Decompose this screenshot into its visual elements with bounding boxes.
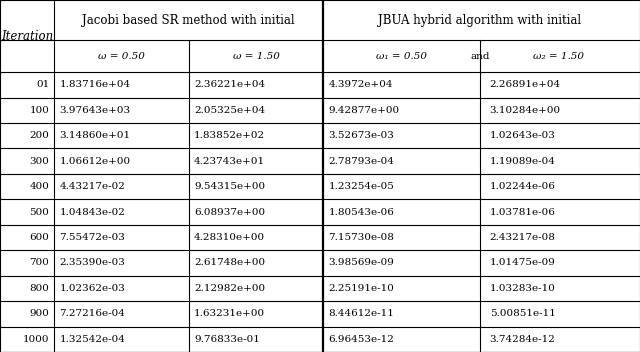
Text: 9.42877e+00: 9.42877e+00 [328, 106, 399, 115]
Text: ω₁ = 0.50: ω₁ = 0.50 [376, 52, 427, 61]
Text: 700: 700 [29, 258, 49, 268]
Text: 7.27216e-04: 7.27216e-04 [60, 309, 125, 318]
Text: Jacobi based SR method with initial: Jacobi based SR method with initial [83, 14, 295, 27]
Text: 800: 800 [29, 284, 49, 293]
Text: 4.23743e+01: 4.23743e+01 [194, 157, 265, 166]
Text: 1.63231e+00: 1.63231e+00 [194, 309, 265, 318]
Text: 7.15730e-08: 7.15730e-08 [328, 233, 394, 242]
Text: 4.43217e-02: 4.43217e-02 [60, 182, 125, 191]
Text: 1.83852e+02: 1.83852e+02 [194, 131, 265, 140]
Text: 500: 500 [29, 208, 49, 216]
Text: 3.98569e-09: 3.98569e-09 [328, 258, 394, 268]
Text: 1.32542e-04: 1.32542e-04 [60, 335, 125, 344]
Text: 400: 400 [29, 182, 49, 191]
Text: 9.54315e+00: 9.54315e+00 [194, 182, 265, 191]
Text: 1.02362e-03: 1.02362e-03 [60, 284, 125, 293]
Text: 3.97643e+03: 3.97643e+03 [60, 106, 131, 115]
Text: 2.36221e+04: 2.36221e+04 [194, 80, 265, 89]
Text: 4.3972e+04: 4.3972e+04 [328, 80, 393, 89]
Text: 9.76833e-01: 9.76833e-01 [194, 335, 260, 344]
Text: 1.06612e+00: 1.06612e+00 [60, 157, 131, 166]
Text: ω₂ = 1.50: ω₂ = 1.50 [533, 52, 584, 61]
Text: 4.28310e+00: 4.28310e+00 [194, 233, 265, 242]
Text: 1.83716e+04: 1.83716e+04 [60, 80, 131, 89]
Text: ω = 1.50: ω = 1.50 [232, 52, 280, 61]
Text: 2.05325e+04: 2.05325e+04 [194, 106, 265, 115]
Text: JBUA hybrid algorithm with initial: JBUA hybrid algorithm with initial [378, 14, 582, 27]
Text: 3.52673e-03: 3.52673e-03 [328, 131, 394, 140]
Text: 8.44612e-11: 8.44612e-11 [328, 309, 394, 318]
Text: 1.19089e-04: 1.19089e-04 [490, 157, 556, 166]
Text: 2.78793e-04: 2.78793e-04 [328, 157, 394, 166]
Text: 3.74284e-12: 3.74284e-12 [490, 335, 556, 344]
Text: 300: 300 [29, 157, 49, 166]
Text: 1.01475e-09: 1.01475e-09 [490, 258, 556, 268]
Text: 2.25191e-10: 2.25191e-10 [328, 284, 394, 293]
Text: 1.04843e-02: 1.04843e-02 [60, 208, 125, 216]
Text: 2.35390e-03: 2.35390e-03 [60, 258, 125, 268]
Text: 1.23254e-05: 1.23254e-05 [328, 182, 394, 191]
Text: Iteration: Iteration [1, 30, 53, 43]
Text: 200: 200 [29, 131, 49, 140]
Text: 1.03283e-10: 1.03283e-10 [490, 284, 556, 293]
Text: 3.14860e+01: 3.14860e+01 [60, 131, 131, 140]
Text: 6.08937e+00: 6.08937e+00 [194, 208, 265, 216]
Text: 100: 100 [29, 106, 49, 115]
Text: 3.10284e+00: 3.10284e+00 [490, 106, 561, 115]
Text: 1.02244e-06: 1.02244e-06 [490, 182, 556, 191]
Text: 600: 600 [29, 233, 49, 242]
Text: ω = 0.50: ω = 0.50 [98, 52, 145, 61]
Text: 6.96453e-12: 6.96453e-12 [328, 335, 394, 344]
Text: 01: 01 [36, 80, 49, 89]
Text: and: and [470, 52, 490, 61]
Text: 2.26891e+04: 2.26891e+04 [490, 80, 561, 89]
Text: 7.55472e-03: 7.55472e-03 [60, 233, 125, 242]
Text: 2.61748e+00: 2.61748e+00 [194, 258, 265, 268]
Text: 1.02643e-03: 1.02643e-03 [490, 131, 556, 140]
Text: 1000: 1000 [23, 335, 49, 344]
Text: 2.12982e+00: 2.12982e+00 [194, 284, 265, 293]
Text: 5.00851e-11: 5.00851e-11 [490, 309, 556, 318]
Text: 1.80543e-06: 1.80543e-06 [328, 208, 394, 216]
Text: 2.43217e-08: 2.43217e-08 [490, 233, 556, 242]
Text: 900: 900 [29, 309, 49, 318]
Text: 1.03781e-06: 1.03781e-06 [490, 208, 556, 216]
